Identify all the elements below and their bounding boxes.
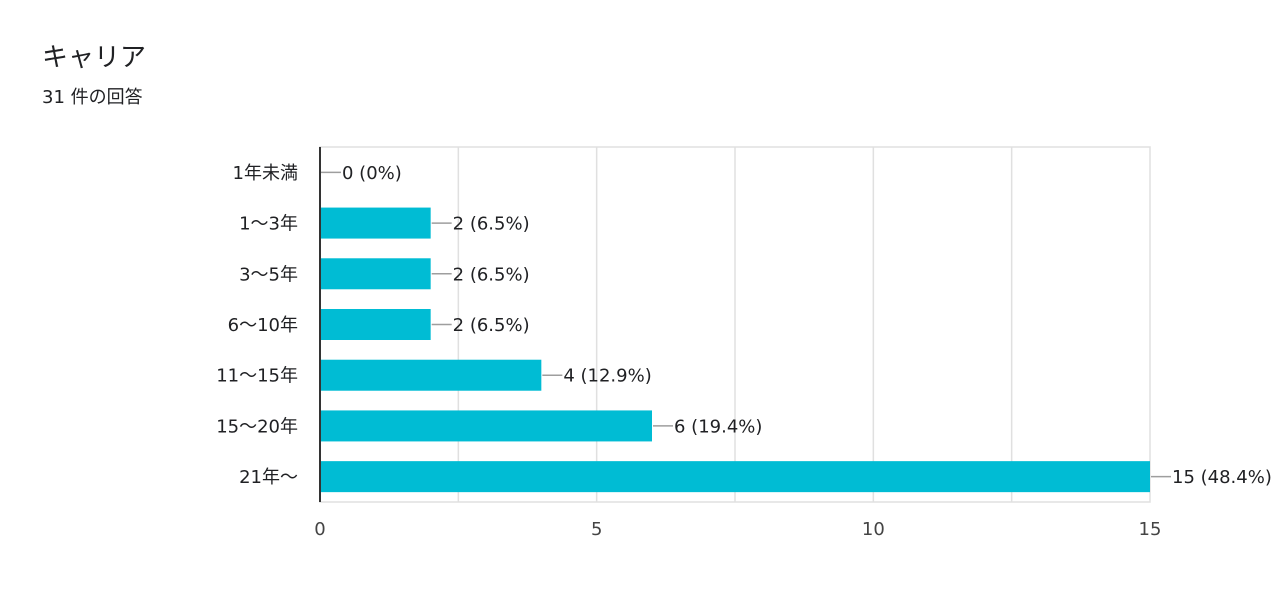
value-label: 2 (6.5%) <box>453 315 530 336</box>
category-label: 15～20年 <box>216 416 298 437</box>
labels: 0 (0%) 1年未満 2 (6.5%) 1～3年 2 (6.5%) 3～5年 2 (6.5… <box>216 163 1272 540</box>
category-label: 1年未満 <box>233 163 298 184</box>
chart-title: キャリア <box>42 43 147 73</box>
value-label: 6 (19.4%) <box>674 416 762 437</box>
bar <box>320 258 431 290</box>
x-tick-label: 0 <box>314 519 325 540</box>
x-tick-label: 5 <box>591 519 602 540</box>
bar <box>320 207 431 239</box>
category-label: 11～15年 <box>216 366 298 387</box>
category-label: 21年～ <box>239 467 298 488</box>
category-label: 3～5年 <box>239 264 298 285</box>
bar <box>320 410 652 442</box>
category-label: 1～3年 <box>239 214 298 235</box>
value-label: 2 (6.5%) <box>453 264 530 285</box>
bar <box>320 309 431 340</box>
value-label: 2 (6.5%) <box>453 214 530 235</box>
value-label: 0 (0%) <box>342 163 402 184</box>
bar <box>320 359 542 391</box>
response-count: 31 件の回答 <box>42 87 143 108</box>
x-tick-label: 10 <box>862 519 885 540</box>
value-label: 15 (48.4%) <box>1172 467 1272 488</box>
value-label: 4 (12.9%) <box>563 366 651 387</box>
category-label: 6～10年 <box>228 315 298 336</box>
bar <box>320 461 1150 493</box>
bars <box>320 207 1150 493</box>
x-tick-label: 15 <box>1139 519 1162 540</box>
